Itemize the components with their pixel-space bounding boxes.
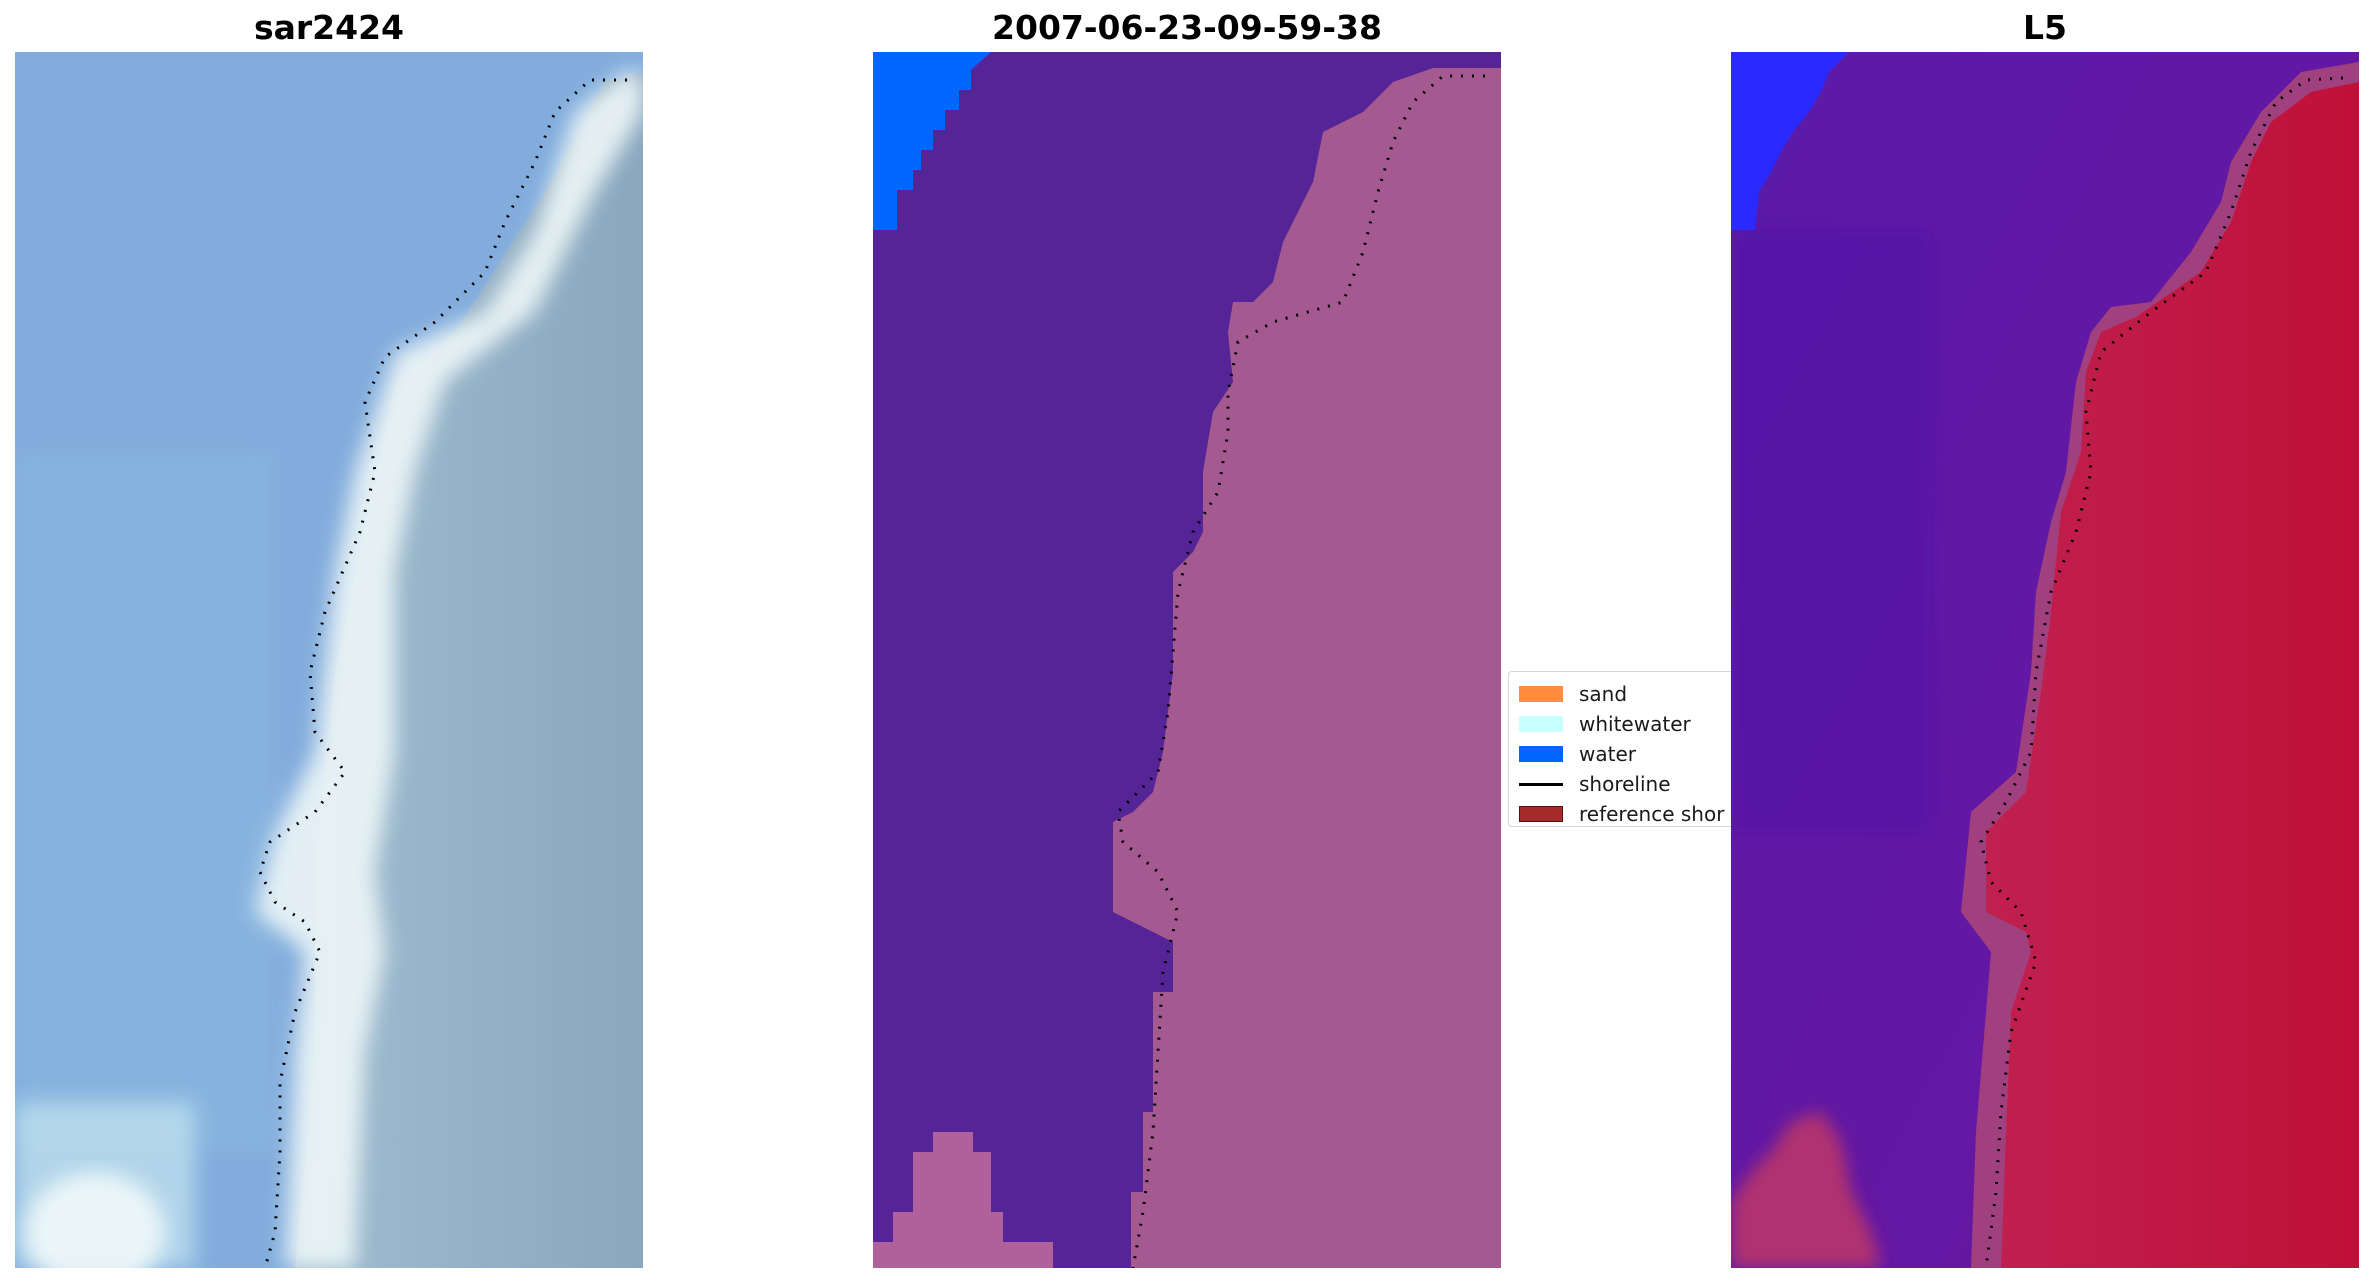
l5-image bbox=[1731, 52, 2359, 1268]
sar-whitewater bbox=[255, 72, 643, 1268]
legend-line-shoreline bbox=[1519, 783, 1563, 786]
l5-land-spit bbox=[1731, 1112, 1881, 1268]
l5-shoreline bbox=[1979, 76, 2344, 1268]
l5-water-corner bbox=[1731, 52, 1849, 230]
rgb-image bbox=[15, 52, 643, 1268]
panel-title-l5: L5 bbox=[2023, 8, 2067, 47]
l5-land bbox=[1986, 82, 2359, 1268]
legend-swatch-whitewater bbox=[1519, 716, 1563, 732]
legend-swatch-sand bbox=[1519, 686, 1563, 702]
legend-label-water: water bbox=[1579, 742, 1636, 766]
l5-panel: L5 bbox=[1731, 0, 2359, 1283]
class-land-spit bbox=[873, 1132, 1053, 1268]
class-shoreline bbox=[1116, 74, 1485, 1268]
panel-title-classification: 2007-06-23-09-59-38 bbox=[992, 8, 1382, 47]
legend-swatch-reference-shoreline bbox=[1519, 806, 1563, 822]
legend-label-shoreline: shoreline bbox=[1579, 772, 1671, 796]
legend: sand whitewater water shoreline referenc… bbox=[1508, 671, 1731, 827]
class-land bbox=[1113, 68, 1501, 1268]
classification-panel: 2007-06-23-09-59-38 bbox=[873, 0, 1501, 1283]
legend-label-reference-shoreline: reference shor bbox=[1579, 802, 1725, 826]
class-water-corner bbox=[873, 52, 991, 230]
rgb-panel: sar2424 bbox=[15, 0, 643, 1283]
legend-label-whitewater: whitewater bbox=[1579, 712, 1691, 736]
legend-label-sand: sand bbox=[1579, 682, 1628, 706]
classification-image bbox=[873, 52, 1501, 1268]
legend-swatch-water bbox=[1519, 746, 1563, 762]
panel-title-rgb: sar2424 bbox=[253, 8, 405, 47]
